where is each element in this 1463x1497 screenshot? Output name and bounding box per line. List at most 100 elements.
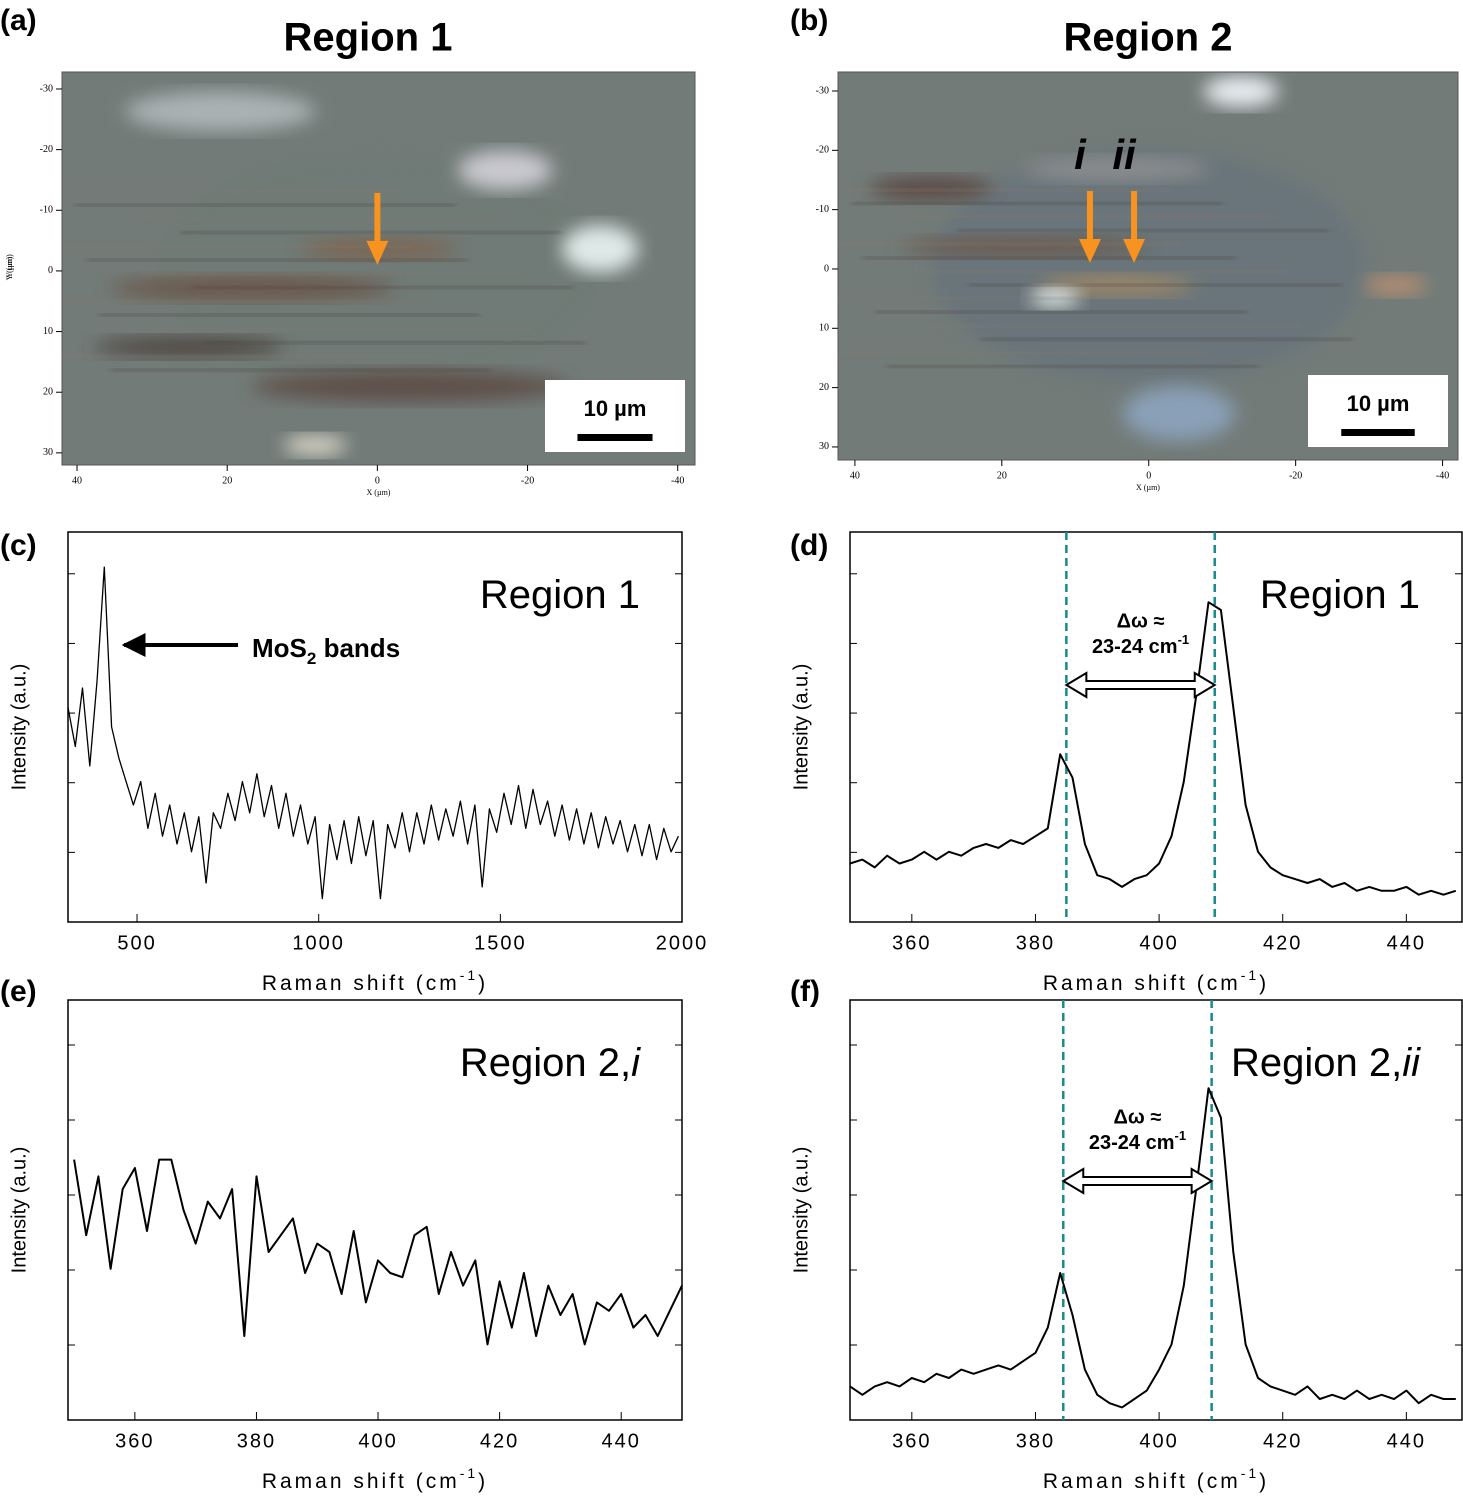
x-tick-label: 0 bbox=[1146, 470, 1151, 481]
image-stripe bbox=[181, 231, 561, 235]
y-tick-label: -30 bbox=[40, 83, 53, 94]
marker-arrow bbox=[366, 192, 389, 265]
x-axis-label-part: Raman shift (cm bbox=[262, 1470, 460, 1493]
arrow-head bbox=[1123, 239, 1146, 264]
x-axis-label: Raman shift (cm-1) bbox=[262, 1465, 488, 1493]
panel-label: (e) bbox=[0, 975, 37, 1008]
x-tick-label: 360 bbox=[892, 932, 931, 954]
region-annotation-part: i bbox=[631, 1041, 641, 1085]
image-texture bbox=[251, 370, 569, 403]
delta-label: Δω ≈ bbox=[1117, 610, 1165, 632]
scalebar bbox=[577, 434, 653, 441]
region-annotation-part: ii bbox=[1402, 1041, 1421, 1085]
image-texture bbox=[1365, 275, 1427, 296]
x-axis-label-part: ) bbox=[1259, 1470, 1269, 1493]
region-annotation: Region 2,i bbox=[460, 1041, 641, 1085]
y-tick-label: 20 bbox=[43, 387, 53, 398]
delta-value: 23-24 cm-1 bbox=[1092, 632, 1189, 658]
x-axis-label-part: ) bbox=[478, 972, 488, 995]
x-tick-label: 360 bbox=[115, 1430, 154, 1452]
x-tick-label: 1500 bbox=[474, 932, 527, 954]
image-stripe bbox=[838, 242, 1182, 246]
panel-label: (f) bbox=[790, 975, 820, 1008]
x-tick-label: 20 bbox=[222, 475, 232, 486]
x-tick-label: 440 bbox=[602, 1430, 641, 1452]
image-texture bbox=[562, 225, 639, 273]
micrograph bbox=[62, 72, 695, 465]
image-stripe bbox=[111, 368, 491, 372]
image-texture bbox=[457, 150, 553, 190]
region-annotation-part: Region 2, bbox=[1231, 1041, 1402, 1085]
x-tick-label: 380 bbox=[237, 1430, 276, 1452]
image-stripe bbox=[62, 354, 438, 358]
image-stripe bbox=[140, 272, 520, 276]
y-tick-label: -20 bbox=[816, 145, 829, 156]
marker-arrow bbox=[1078, 191, 1101, 264]
image-stripe bbox=[152, 327, 532, 331]
image-stripe bbox=[128, 217, 508, 221]
region-annotation-part: Region 1 bbox=[1260, 573, 1420, 617]
y-tick-label: -10 bbox=[40, 205, 53, 216]
x-tick-label: 1000 bbox=[292, 932, 345, 954]
y-tick-label: 30 bbox=[43, 447, 53, 458]
x-axis-label-part: Raman shift (cm bbox=[262, 972, 460, 995]
image-stripe bbox=[205, 341, 585, 345]
x-tick-label: -20 bbox=[521, 475, 534, 486]
x-tick-label: 400 bbox=[1139, 932, 1178, 954]
delta-value-part: 23-24 cm bbox=[1092, 636, 1178, 658]
x-axis-label-part: -1 bbox=[460, 967, 478, 983]
image-texture bbox=[900, 236, 1148, 257]
delta-label: Δω ≈ bbox=[1114, 1106, 1162, 1128]
region-annotation: Region 2,ii bbox=[1231, 1041, 1421, 1085]
region-annotation: Region 1 bbox=[1260, 573, 1420, 617]
image-texture bbox=[1030, 287, 1080, 307]
image-stripe bbox=[838, 297, 1194, 301]
x-tick-label: -40 bbox=[671, 475, 684, 486]
y-tick-label: 10 bbox=[819, 323, 829, 334]
spectrum-line bbox=[67, 566, 679, 900]
marker-label: i bbox=[1074, 131, 1087, 178]
image-stripe bbox=[838, 351, 1206, 355]
x-axis-label: Raman shift (cm-1) bbox=[262, 967, 488, 995]
image-texture bbox=[1203, 75, 1279, 107]
x-tick-label: 380 bbox=[1016, 932, 1055, 954]
image-stripe bbox=[75, 203, 455, 207]
x-tick-label: 400 bbox=[358, 1430, 397, 1452]
plot-frame bbox=[67, 531, 683, 923]
x-tick-label: 420 bbox=[1263, 1430, 1302, 1452]
image-stripe bbox=[928, 324, 1300, 328]
y-axis-label: Y (µm) bbox=[5, 256, 14, 280]
y-tick-label: -20 bbox=[40, 144, 53, 155]
image-stripe bbox=[916, 269, 1288, 273]
x-axis-label: Raman shift (cm-1) bbox=[1043, 967, 1269, 995]
x-tick-label: 400 bbox=[1139, 1430, 1178, 1452]
panel-label: (a) bbox=[0, 4, 37, 37]
plot-frame bbox=[849, 531, 1463, 923]
x-tick-label: 360 bbox=[892, 1430, 931, 1452]
region-annotation-part: Region 1 bbox=[480, 573, 640, 617]
image-stripe bbox=[99, 313, 479, 317]
image-stripe bbox=[193, 286, 573, 290]
image-stripe bbox=[62, 189, 402, 193]
plot-frame bbox=[67, 999, 683, 1421]
x-axis-label-part: -1 bbox=[460, 1465, 478, 1481]
x-tick-label: -20 bbox=[1289, 470, 1302, 481]
region-annotation: Region 1 bbox=[480, 573, 640, 617]
spectrum-line bbox=[849, 1087, 1456, 1409]
image-stripe bbox=[981, 337, 1353, 341]
y-tick-label: -10 bbox=[816, 204, 829, 215]
image-texture bbox=[931, 149, 1365, 383]
panel-title: Region 2 bbox=[1064, 16, 1233, 60]
image-stripe bbox=[838, 188, 1170, 192]
delta-value: 23-24 cm-1 bbox=[1089, 1128, 1186, 1154]
band-annotation-part: bands bbox=[316, 633, 400, 663]
arrow-head bbox=[1078, 239, 1101, 264]
x-tick-label: 20 bbox=[997, 470, 1007, 481]
image-stripe bbox=[887, 364, 1259, 368]
region-annotation-part: Region 2, bbox=[460, 1041, 631, 1085]
image-stripe bbox=[62, 299, 426, 303]
marker-label: ii bbox=[1112, 131, 1137, 178]
x-axis-label-part: -1 bbox=[1241, 1465, 1259, 1481]
x-tick-label: 2000 bbox=[656, 932, 709, 954]
